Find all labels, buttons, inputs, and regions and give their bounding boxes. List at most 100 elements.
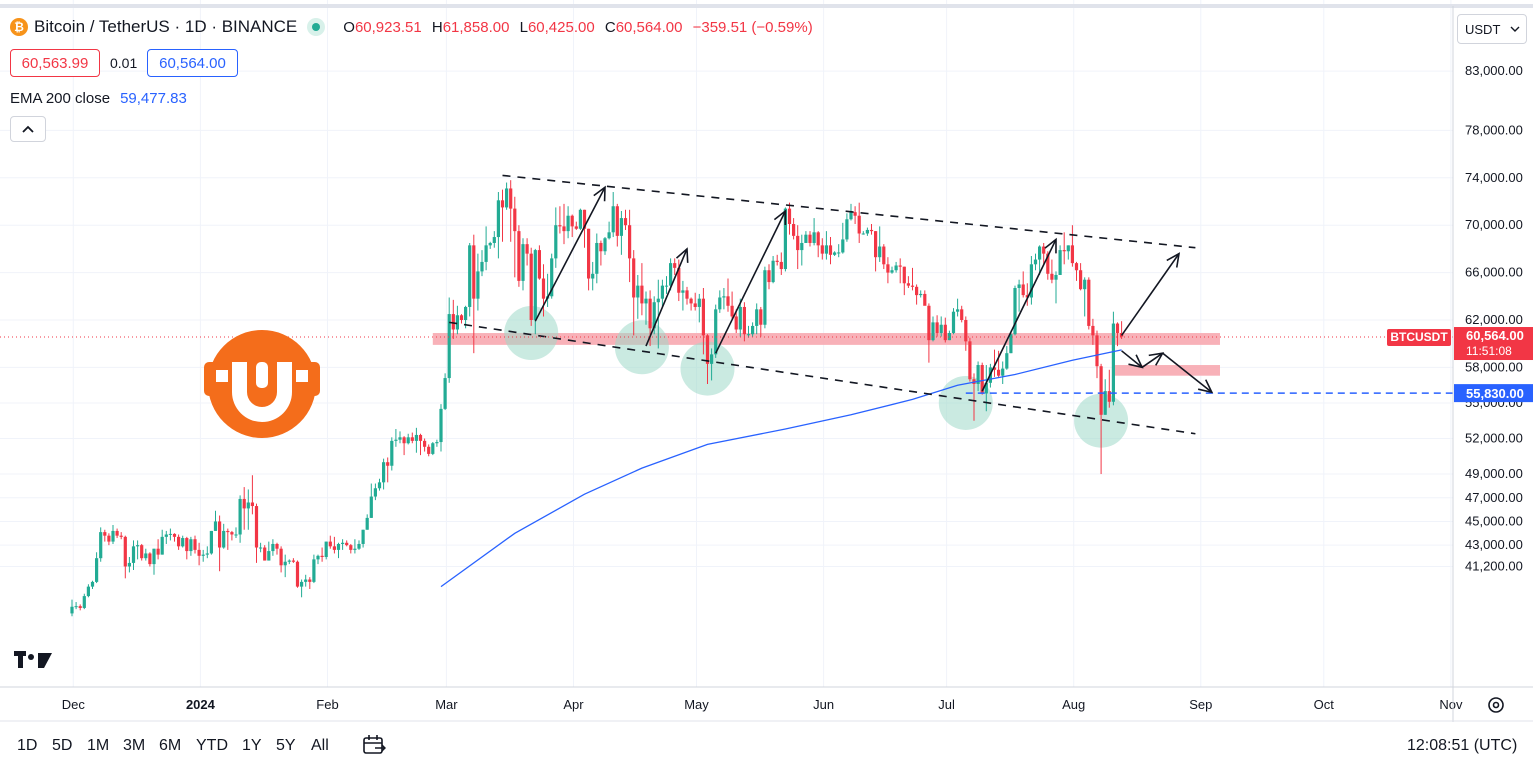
candle — [267, 541, 271, 561]
y-tick-label: 41,200.00 — [1465, 558, 1523, 573]
candle-body — [869, 229, 874, 232]
candle-body — [878, 246, 882, 258]
candle — [484, 226, 488, 271]
clock-utc[interactable]: 12:08:51 (UTC) — [1407, 737, 1518, 754]
candle — [792, 218, 796, 240]
sell-price-button[interactable]: 60,563.99 — [10, 49, 100, 77]
candle-body — [476, 271, 480, 299]
candle-body — [902, 266, 906, 284]
candle — [250, 475, 254, 515]
candle — [570, 214, 574, 238]
timeframe-1m-button[interactable]: 1M — [87, 737, 110, 754]
timeframe-1y-button[interactable]: 1Y — [242, 737, 262, 754]
price-chart[interactable]: 83,000.00 78,000.00 74,000.00 70,000.00 66,0… — [0, 0, 1533, 722]
timeframe-1d-button[interactable]: 1D — [17, 737, 38, 754]
candle-body — [775, 260, 779, 262]
candle-body — [956, 309, 960, 312]
candle — [193, 535, 197, 554]
candle — [1099, 363, 1103, 475]
arrow-head — [1044, 237, 1057, 254]
candle — [939, 316, 943, 337]
market-status-icon[interactable] — [307, 18, 326, 36]
candle — [279, 546, 283, 573]
candle-body — [205, 553, 209, 555]
candle — [431, 442, 435, 456]
main-resistance-zone — [432, 333, 1220, 345]
candle — [623, 209, 628, 230]
candle — [111, 525, 115, 544]
candle — [443, 373, 447, 411]
candle — [964, 316, 968, 351]
indicator-legend[interactable]: EMA 200 close 59,477.83 — [10, 90, 187, 107]
candle-body — [111, 530, 115, 542]
candle-body — [181, 538, 185, 547]
candle-body — [209, 530, 213, 554]
candle — [189, 536, 193, 556]
timeframe-5d-button[interactable]: 5D — [52, 737, 73, 754]
candle — [148, 552, 152, 567]
candle — [312, 554, 316, 584]
symbol-title[interactable]: Bitcoin / TetherUS · 1D · BINANCE — [34, 17, 298, 36]
candle-body — [919, 293, 923, 296]
candle — [1038, 245, 1042, 275]
candle-body — [1111, 323, 1115, 402]
spread-value: 0.01 — [110, 55, 138, 71]
candle-body — [148, 553, 152, 565]
symbol-tag-text: BTCUSDT — [1390, 330, 1448, 344]
candle-body — [751, 325, 755, 335]
candle — [115, 528, 119, 539]
candle — [1066, 245, 1070, 260]
candle-body — [763, 270, 767, 325]
arrow-shaft — [1141, 352, 1164, 369]
candle-body — [82, 596, 86, 608]
candle — [956, 298, 960, 317]
candle — [377, 478, 382, 491]
candle — [386, 457, 390, 483]
chart-settings-button[interactable] — [1485, 694, 1507, 716]
buy-price-button[interactable]: 60,564.00 — [147, 49, 238, 77]
currency-select[interactable]: USDT — [1457, 14, 1527, 44]
y-tick-label: 83,000.00 — [1465, 63, 1523, 78]
candle-body — [86, 586, 90, 597]
brand-logo — [204, 330, 320, 438]
candle-body — [222, 530, 226, 548]
candle — [693, 292, 697, 311]
timeframe-5y-button[interactable]: 5Y — [276, 737, 296, 754]
candle — [131, 540, 136, 571]
candle-body — [771, 260, 775, 283]
candle — [861, 231, 865, 235]
candle — [172, 533, 177, 542]
candle — [574, 221, 578, 230]
candle-body — [615, 206, 619, 236]
candle — [439, 404, 443, 452]
candle-body — [160, 536, 164, 555]
date-range-button[interactable] — [361, 733, 387, 757]
timeframe-6m-button[interactable]: 6M — [159, 737, 182, 754]
candle-body — [418, 434, 423, 441]
candle — [402, 436, 406, 456]
candle-body — [697, 298, 701, 307]
candle — [812, 218, 816, 246]
candle-body — [906, 283, 910, 286]
candle-body — [185, 538, 189, 552]
candle — [1115, 322, 1120, 347]
candle — [767, 264, 771, 290]
candle-body — [890, 270, 894, 273]
candle — [632, 250, 636, 336]
candle — [636, 274, 640, 319]
ohlc-change: −359.51 (−0.59%) — [692, 18, 813, 36]
candle-body — [390, 440, 394, 466]
candle-body — [669, 263, 673, 286]
countdown-text: 11:51:08 — [1466, 344, 1512, 358]
candle — [751, 322, 755, 337]
timeframe-ytd-button[interactable]: YTD — [196, 737, 228, 754]
indicator-value: 59,477.83 — [120, 90, 187, 107]
collapse-legend-button[interactable] — [10, 116, 46, 142]
candle-body — [874, 231, 878, 258]
candle — [505, 182, 509, 210]
candle-body — [1054, 274, 1058, 280]
timeframe-3m-button[interactable]: 3M — [123, 737, 146, 754]
timeframe-all-button[interactable]: All — [311, 737, 329, 754]
candle-body — [1050, 273, 1054, 280]
candle-body — [1066, 245, 1070, 252]
